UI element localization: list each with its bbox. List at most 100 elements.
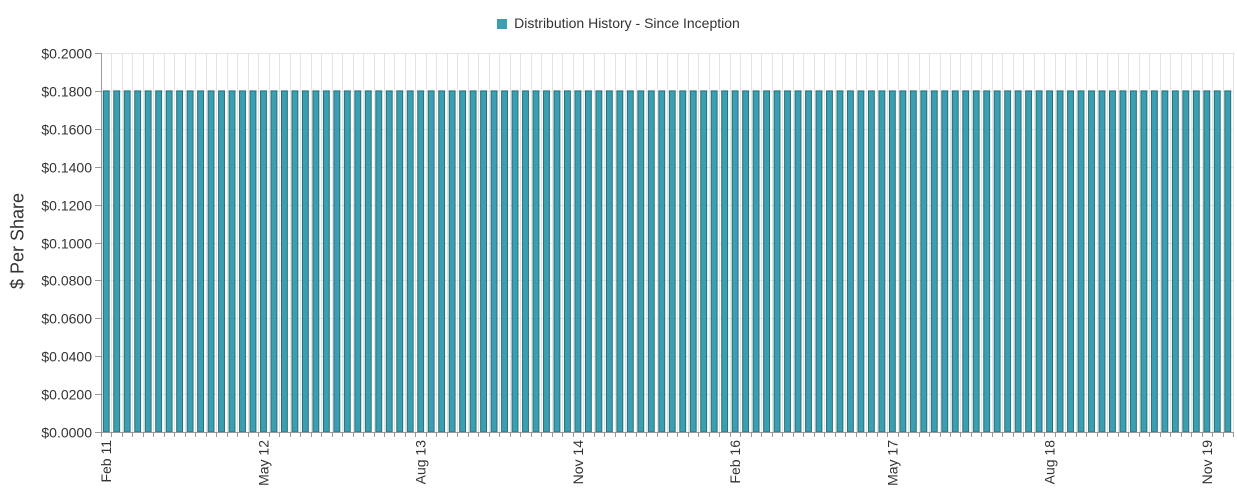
bar	[941, 90, 949, 433]
bar	[1098, 90, 1106, 433]
bar	[595, 90, 603, 433]
y-tick-label: $0.1600	[41, 122, 92, 138]
bar	[511, 90, 519, 433]
bar	[721, 90, 729, 433]
y-tick-label: $0.1400	[41, 160, 92, 176]
bar	[385, 90, 393, 433]
grid-lines	[101, 53, 1234, 433]
bar	[207, 90, 215, 433]
bar	[815, 90, 823, 433]
bar	[951, 90, 959, 433]
bar	[522, 90, 529, 433]
y-tick-label: $0.0200	[41, 387, 92, 403]
bar	[1192, 90, 1200, 433]
bar	[176, 90, 184, 433]
bar	[1161, 90, 1169, 433]
bar	[469, 90, 477, 433]
bar	[249, 90, 257, 433]
bar	[668, 90, 676, 433]
bar	[123, 90, 131, 433]
bar	[396, 90, 404, 433]
bar	[784, 90, 791, 433]
bar	[563, 90, 571, 433]
bar	[197, 90, 205, 433]
bar	[857, 90, 865, 433]
bar	[616, 90, 624, 433]
bar	[501, 90, 508, 433]
bar	[930, 90, 938, 433]
bars	[102, 90, 1232, 433]
bar	[867, 90, 875, 433]
bar	[260, 90, 267, 433]
y-tick-label: $0.0800	[41, 273, 92, 289]
y-tick-label: $0.1800	[41, 84, 92, 100]
bar	[1077, 90, 1085, 433]
bar	[532, 90, 540, 433]
bar	[322, 90, 330, 433]
bar	[364, 90, 372, 433]
bar	[899, 90, 907, 433]
bar	[312, 90, 320, 433]
bar	[1004, 90, 1012, 433]
bar	[752, 90, 760, 433]
bar	[1213, 90, 1221, 433]
bar	[438, 90, 446, 433]
bar	[1109, 90, 1116, 433]
bar	[574, 90, 582, 433]
legend-swatch	[497, 19, 508, 29]
bar	[1067, 90, 1074, 433]
bar	[291, 90, 299, 433]
bar	[553, 90, 561, 433]
bar	[1014, 90, 1022, 433]
bar	[543, 90, 550, 433]
bar	[427, 90, 435, 433]
bar	[270, 90, 278, 433]
bar	[773, 90, 781, 433]
bar	[280, 90, 288, 433]
bar	[1088, 90, 1095, 433]
y-tick-label: $0.0600	[41, 311, 92, 327]
bar	[113, 90, 121, 433]
y-tick-label: $0.2000	[41, 46, 92, 62]
bar	[731, 90, 739, 433]
legend-label: Distribution History - Since Inception	[514, 15, 740, 31]
x-tick-label: Aug 13	[413, 440, 429, 485]
x-tick-label: Nov 14	[570, 440, 586, 485]
bar	[1150, 90, 1158, 433]
bar	[846, 90, 854, 433]
y-tick-label: $0.0400	[41, 349, 92, 365]
bar	[165, 90, 173, 433]
bar	[228, 90, 236, 433]
bar	[972, 90, 980, 433]
bar	[658, 90, 666, 433]
axes: $0.0000 $0.0200 $0.0400 $0.0600 $0.0800 $0.10…	[41, 46, 1234, 486]
bar	[155, 90, 163, 433]
bar	[459, 90, 467, 433]
bar	[1046, 90, 1054, 433]
bar	[805, 90, 812, 433]
x-tick-label: Feb 11	[98, 440, 114, 483]
bar	[186, 90, 194, 433]
bar	[239, 90, 246, 433]
bar	[637, 90, 645, 433]
bar	[480, 90, 488, 433]
bar	[1203, 90, 1211, 433]
bar	[993, 90, 1001, 433]
bar	[134, 90, 142, 433]
bar	[333, 90, 341, 433]
x-tick-label: May 12	[256, 440, 272, 486]
bar	[448, 90, 456, 433]
bar	[888, 90, 896, 433]
bar	[983, 90, 991, 433]
y-tick-label: $0.0000	[41, 425, 92, 441]
bar	[490, 90, 498, 433]
bar	[343, 90, 351, 433]
bar	[102, 90, 110, 433]
bar	[584, 90, 592, 433]
bar	[301, 90, 309, 433]
bar	[626, 90, 634, 433]
bar	[218, 90, 225, 433]
bar	[763, 90, 771, 433]
bar	[417, 90, 425, 433]
